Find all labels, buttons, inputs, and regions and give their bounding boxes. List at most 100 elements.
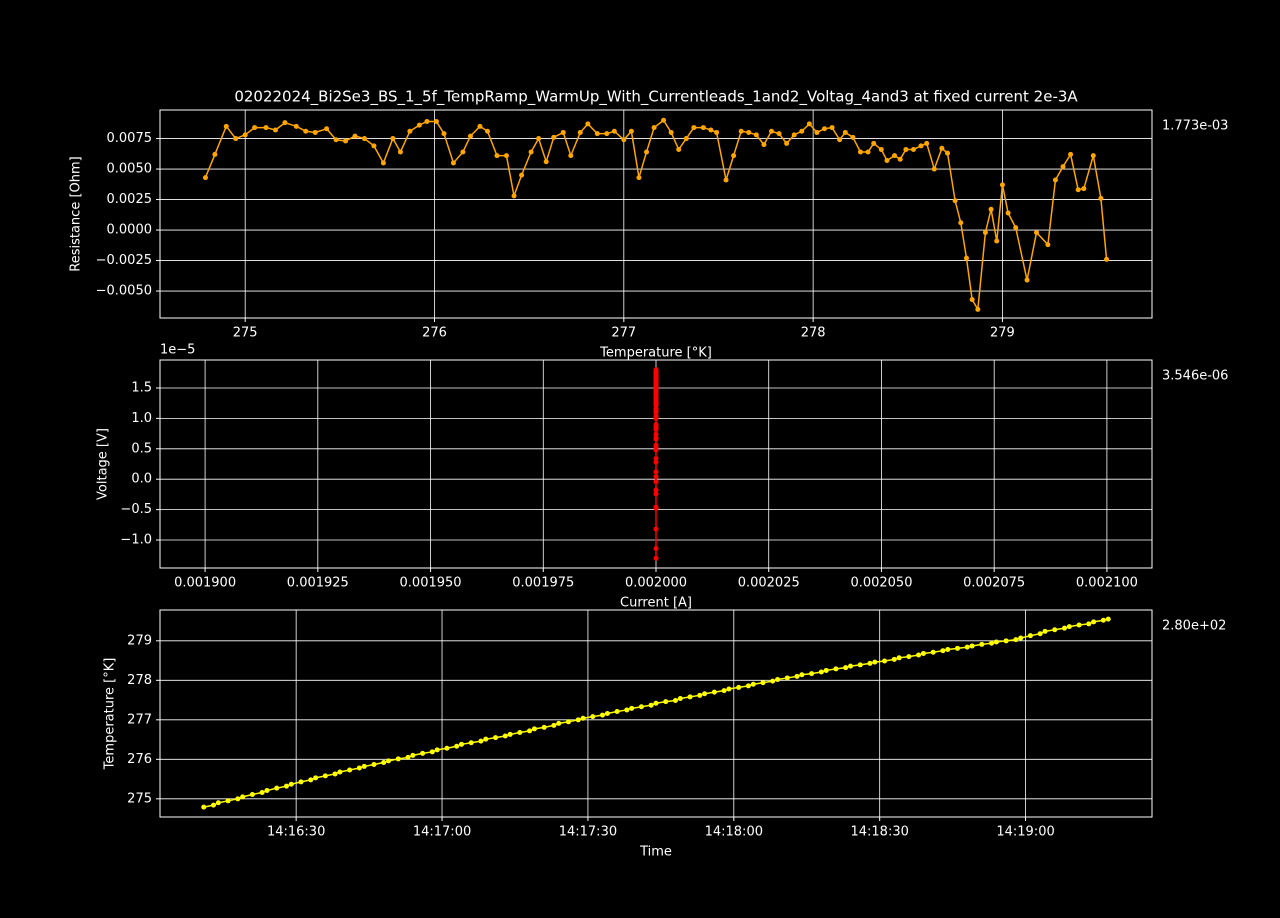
data-point — [952, 198, 958, 204]
data-point — [653, 445, 659, 451]
axes-frame — [159, 609, 1153, 818]
data-point — [884, 158, 890, 164]
data-point — [283, 783, 289, 789]
data-point — [829, 125, 835, 131]
data-point — [380, 160, 386, 166]
data-point — [1013, 225, 1019, 231]
data-point — [702, 691, 708, 697]
data-point — [416, 122, 422, 128]
data-point — [527, 728, 533, 734]
data-point — [731, 153, 737, 159]
annotation: 3.546e-06 — [1162, 369, 1228, 384]
data-point — [1037, 631, 1043, 637]
data-point — [776, 131, 782, 137]
data-point — [483, 736, 489, 742]
data-point — [361, 763, 367, 769]
data-point — [556, 720, 562, 726]
data-point — [723, 177, 729, 183]
annotation: 1.773e-03 — [1162, 119, 1228, 134]
data-point — [628, 128, 634, 134]
data-point — [924, 140, 930, 146]
data-point — [215, 800, 221, 806]
x-tick-label: 14:19:00 — [996, 825, 1054, 840]
y-axis-label: Resistance [Ohm] — [69, 156, 84, 271]
data-point — [274, 785, 280, 791]
data-point — [653, 370, 659, 376]
data-point — [1013, 637, 1019, 643]
data-point — [298, 779, 304, 785]
data-point — [424, 118, 430, 124]
data-point — [775, 677, 781, 683]
data-point — [857, 149, 863, 155]
data-point — [454, 743, 460, 749]
data-point — [531, 726, 537, 732]
data-point — [700, 125, 706, 131]
data-point — [999, 182, 1005, 188]
data-point — [676, 147, 682, 153]
data-point — [784, 140, 790, 146]
data-point — [896, 655, 902, 661]
data-point — [407, 128, 413, 134]
data-point — [687, 694, 693, 700]
data-point — [821, 126, 827, 132]
data-point — [882, 658, 888, 664]
y-tick-label: 0.0000 — [107, 223, 153, 238]
y-tick-label: −0.0025 — [96, 253, 152, 268]
data-point — [343, 138, 349, 144]
data-point — [511, 193, 517, 199]
data-point — [585, 121, 591, 127]
data-point — [337, 769, 343, 775]
data-point — [982, 229, 988, 235]
x-tick-label: 0.002000 — [625, 576, 687, 591]
data-point — [878, 147, 884, 153]
data-point — [503, 153, 509, 159]
data-point — [1076, 622, 1082, 628]
data-point — [958, 220, 964, 226]
data-point — [867, 660, 873, 666]
data-point — [577, 129, 583, 135]
data-point — [1045, 242, 1051, 248]
data-point — [536, 136, 542, 142]
x-axis-label: Time — [639, 845, 672, 860]
data-point — [604, 131, 610, 137]
data-point — [784, 675, 790, 681]
data-point — [814, 129, 820, 135]
data-point — [930, 649, 936, 655]
data-point — [477, 123, 483, 129]
data-point — [736, 684, 742, 690]
data-point — [799, 128, 805, 134]
data-point — [833, 666, 839, 672]
x-tick-label: 14:17:30 — [559, 825, 617, 840]
data-point — [920, 650, 926, 656]
data-point — [502, 733, 508, 739]
data-point — [264, 788, 270, 794]
data-point — [663, 699, 669, 705]
x-tick-label: 0.002025 — [738, 576, 800, 591]
data-point — [979, 641, 985, 647]
data-point — [478, 738, 484, 744]
data-point — [441, 131, 447, 137]
y-tick-label: 0.5 — [131, 441, 152, 456]
data-point — [1060, 164, 1066, 170]
data-point — [240, 794, 246, 800]
data-point — [871, 140, 877, 146]
data-point — [352, 133, 358, 139]
data-point — [963, 255, 969, 261]
y-tick-label: 1.5 — [131, 380, 152, 395]
data-point — [517, 729, 523, 735]
data-point — [303, 128, 309, 134]
data-point — [1061, 625, 1067, 631]
x-tick-label: 14:16:30 — [267, 825, 325, 840]
y-offset-label: 1e−5 — [160, 343, 195, 358]
x-tick-label: 0.002075 — [963, 576, 1025, 591]
data-point — [653, 459, 659, 465]
y-tick-label: 277 — [127, 712, 152, 727]
axes-frame — [159, 109, 1153, 319]
data-point — [738, 128, 744, 134]
data-point — [259, 790, 265, 796]
data-point — [918, 143, 924, 149]
data-point — [638, 704, 644, 710]
data-point — [891, 656, 897, 662]
data-point — [332, 771, 338, 777]
data-point — [1105, 616, 1111, 622]
